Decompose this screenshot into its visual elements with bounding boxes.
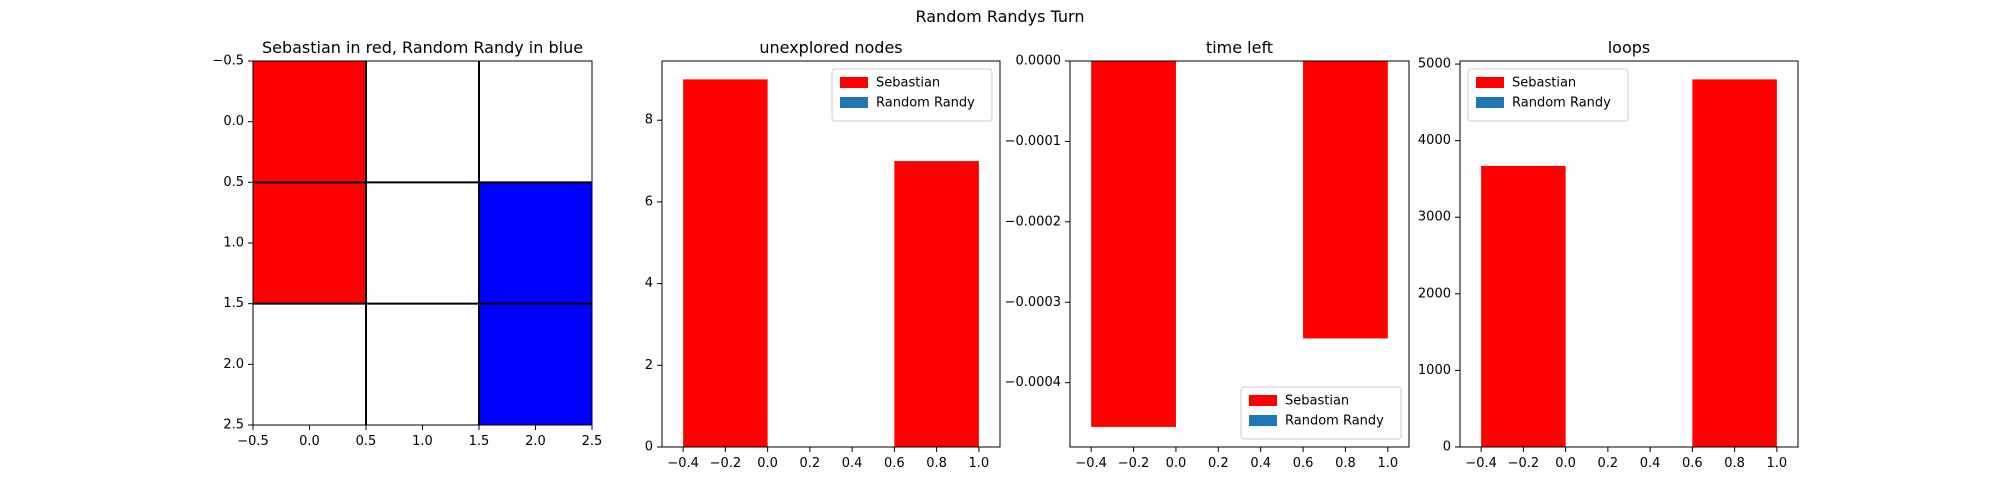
x-tick-label: 0.0 [1166, 456, 1187, 471]
bar [1303, 61, 1388, 339]
y-tick-label: −0.0003 [1005, 295, 1061, 310]
y-tick-label: 3000 [1418, 210, 1451, 225]
legend-label: Random Randy [1512, 96, 1611, 111]
legend-label: Sebastian [1512, 76, 1576, 91]
figure-title: Random Randys Turn [915, 7, 1084, 26]
board-title: Sebastian in red, Random Randy in blue [262, 38, 583, 57]
x-tick-label: 2.5 [582, 434, 603, 449]
panel-title: time left [1206, 38, 1273, 57]
x-tick-label: 0.0 [1555, 456, 1576, 471]
x-tick-label: 1.0 [1767, 456, 1788, 471]
axes-frame [661, 60, 1001, 448]
legend-label: Sebastian [876, 76, 940, 91]
x-tick-label: 0.5 [356, 434, 377, 449]
board-cell [479, 182, 592, 304]
y-tick-label: 2 [645, 358, 653, 373]
board-cell [253, 303, 366, 425]
time-left-panel: time left −0.4 −0.2 0.0 0.2 0.4 0.6 0.8 1.0 0.000… [1005, 38, 1410, 471]
legend-swatch [1249, 415, 1277, 426]
panel-title: loops [1608, 38, 1651, 57]
axes-frame [1459, 60, 1799, 448]
x-tick-label: 0.6 [1682, 456, 1703, 471]
board-cell [253, 182, 366, 304]
x-tick-label: −0.2 [1508, 456, 1540, 471]
y-tick-label: 0 [1443, 440, 1451, 455]
y-tick-label: 5000 [1418, 57, 1451, 72]
y-tick-label: 0.0000 [1016, 54, 1062, 69]
y-tick-label: 1.5 [223, 296, 244, 311]
x-tick-label: 0.8 [1335, 456, 1356, 471]
x-tick-label: 1.0 [969, 456, 990, 471]
board-cell [479, 61, 592, 183]
y-tick-label: −0.0002 [1005, 214, 1061, 229]
bar [1481, 165, 1566, 447]
x-tick-label: 0.4 [842, 456, 863, 471]
bar [683, 79, 768, 447]
legend-swatch [840, 97, 868, 108]
bar [1091, 61, 1176, 427]
x-tick-label: −0.2 [710, 456, 742, 471]
x-tick-label: 1.5 [469, 434, 490, 449]
x-tick-label: 0.0 [757, 456, 778, 471]
x-tick-label: 0.8 [926, 456, 947, 471]
x-tick-label: 0.6 [884, 456, 905, 471]
panel-title: unexplored nodes [759, 38, 902, 57]
legend-swatch [1249, 395, 1277, 406]
y-tick-label: 2.0 [223, 357, 244, 372]
legend-swatch [840, 77, 868, 88]
bar [894, 161, 979, 447]
x-tick-label: 0.6 [1293, 456, 1314, 471]
y-tick-label: 4 [645, 276, 653, 291]
y-tick-label: 2000 [1418, 286, 1451, 301]
legend-box [1240, 386, 1402, 440]
bar [1692, 79, 1777, 447]
y-tick-label: 1000 [1418, 363, 1451, 378]
y-tick-label: 0.5 [223, 175, 244, 190]
y-tick-label: 1.0 [223, 236, 244, 251]
y-tick-label: 8 [645, 113, 653, 128]
legend-label: Sebastian [1285, 394, 1349, 409]
unexplored-nodes-panel: unexplored nodes −0.4 −0.2 0.0 0.2 0.4 0.6 0.8 1… [645, 38, 1001, 471]
x-tick-label: −0.2 [1118, 456, 1150, 471]
board-cell [366, 61, 479, 183]
x-tick-label: 2.0 [525, 434, 546, 449]
legend-label: Random Randy [876, 96, 975, 111]
x-tick-label: 0.2 [800, 456, 821, 471]
x-tick-label: 0.2 [1598, 456, 1619, 471]
y-tick-label: 2.5 [223, 418, 244, 433]
board-cell [253, 61, 366, 183]
y-tick-label: −0.5 [212, 54, 244, 69]
legend-label: Random Randy [1285, 414, 1384, 429]
legend-box [831, 68, 993, 122]
board-cell [479, 303, 592, 425]
x-tick-label: 0.4 [1640, 456, 1661, 471]
y-tick-label: 0.0 [223, 114, 244, 129]
x-tick-label: 0.0 [299, 434, 320, 449]
x-tick-label: 1.0 [1377, 456, 1398, 471]
axes-frame [1069, 60, 1410, 448]
x-tick-label: 0.4 [1250, 456, 1271, 471]
y-tick-label: 4000 [1418, 133, 1451, 148]
x-tick-label: −0.4 [1075, 456, 1107, 471]
board-cell [366, 303, 479, 425]
x-tick-label: 1.0 [412, 434, 433, 449]
y-tick-label: 0 [645, 440, 653, 455]
x-tick-label: 0.2 [1208, 456, 1229, 471]
legend-swatch [1476, 77, 1504, 88]
legend-swatch [1476, 97, 1504, 108]
x-tick-label: −0.5 [237, 434, 269, 449]
loops-panel: loops −0.4 −0.2 0.0 0.2 0.4 0.6 0.8 1.0 0 1000 2000… [1418, 38, 1799, 471]
board-cell [366, 182, 479, 304]
y-tick-label: −0.0004 [1005, 375, 1061, 390]
y-tick-label: −0.0001 [1005, 134, 1061, 149]
legend-box [1467, 68, 1629, 122]
x-tick-label: −0.4 [1465, 456, 1497, 471]
y-tick-label: 6 [645, 194, 653, 209]
board-panel: Sebastian in red, Random Randy in blue −0… [212, 38, 602, 449]
x-tick-label: −0.4 [667, 456, 699, 471]
x-tick-label: 0.8 [1724, 456, 1745, 471]
